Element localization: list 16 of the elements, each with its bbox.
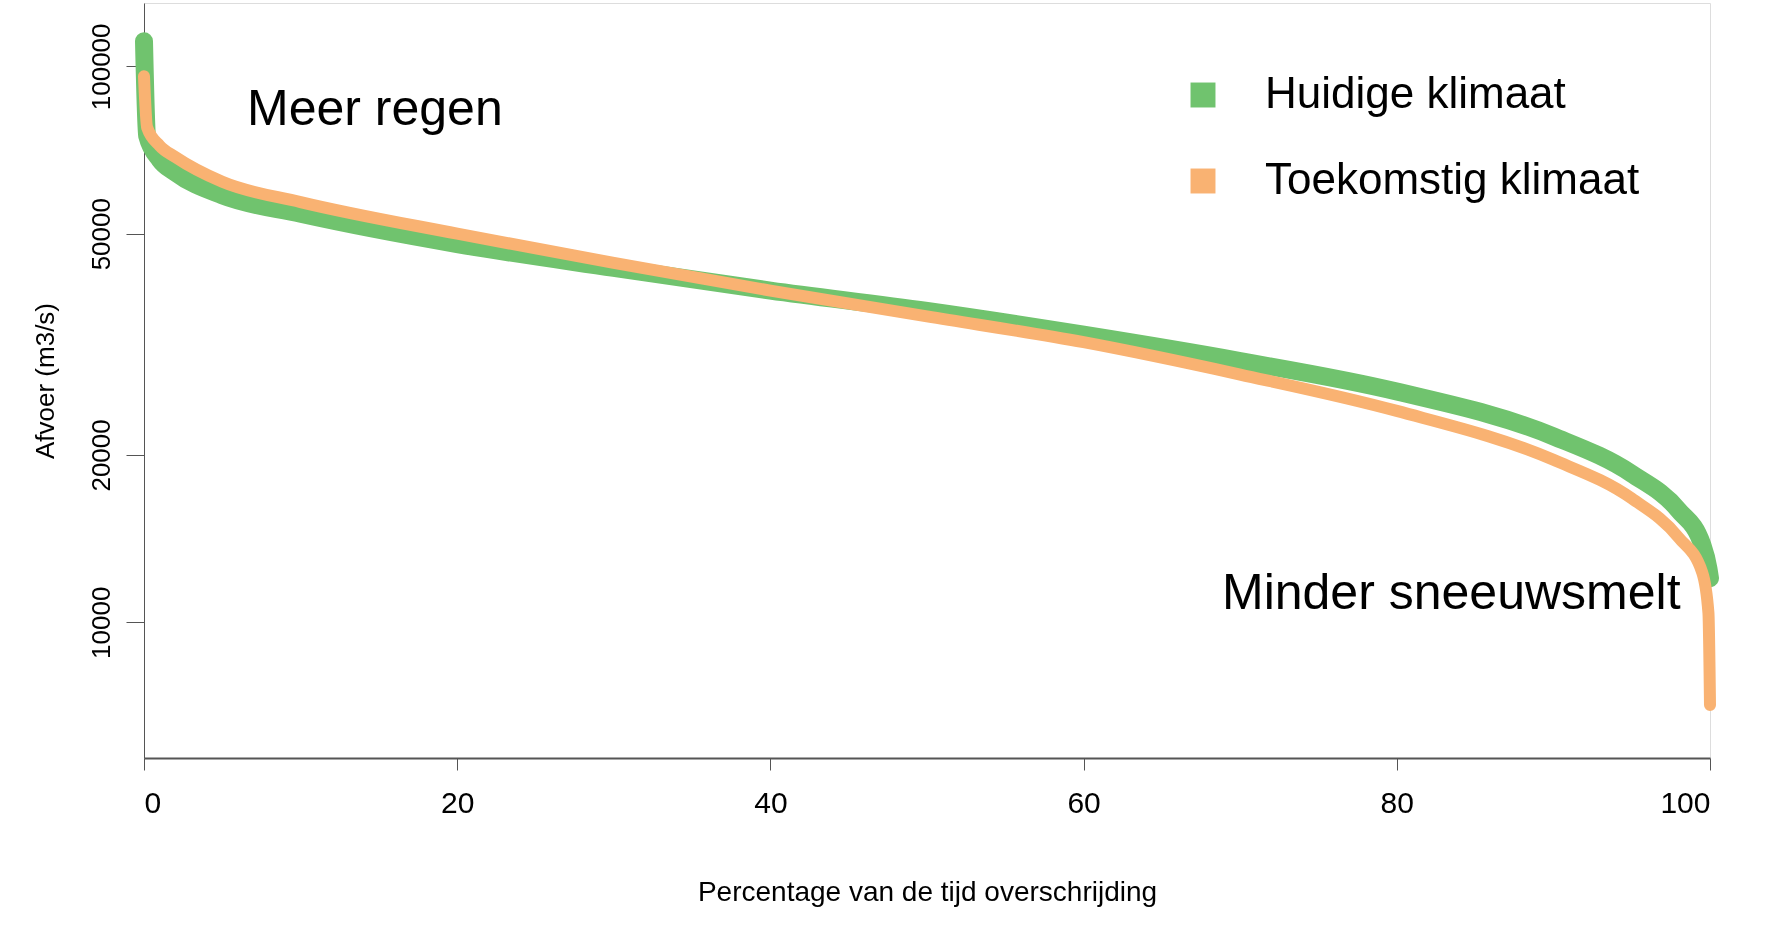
x-tick-label: 40 xyxy=(754,785,788,819)
x-axis-title: Percentage van de tijd overschrijding xyxy=(697,875,1158,907)
annotation: Minder sneeuwsmelt xyxy=(1222,564,1681,620)
x-tick-label: 100 xyxy=(1660,785,1711,819)
x-tick-label: 20 xyxy=(441,785,475,819)
legend-label: Huidige klimaat xyxy=(1265,68,1566,117)
y-tick-label: 10000 xyxy=(85,586,116,659)
y-axis-title: Afvoer (m3/s) xyxy=(29,302,60,460)
x-tick-label: 60 xyxy=(1067,785,1101,819)
y-tick-label: 50000 xyxy=(85,198,116,271)
x-tick-label: 80 xyxy=(1380,785,1414,819)
y-tick-label: 20000 xyxy=(85,419,116,492)
y-tick-label: 100000 xyxy=(85,23,116,111)
x-tick-label: 0 xyxy=(144,785,162,819)
legend-label: Toekomstig klimaat xyxy=(1265,154,1640,203)
annotation: Meer regen xyxy=(247,80,503,136)
